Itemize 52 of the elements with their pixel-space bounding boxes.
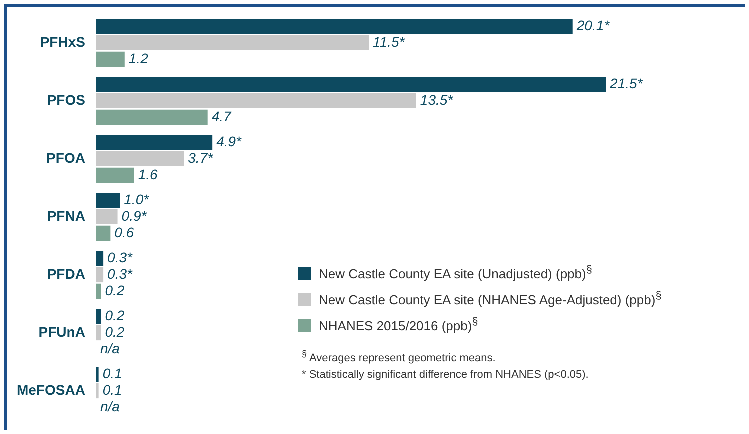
annotation: $^{§}$ Averages represent geometric means.: [302, 348, 497, 367]
bar: [96, 267, 104, 283]
data-label: 0.2: [105, 282, 125, 298]
bar: [96, 251, 104, 266]
data-label: 0.3*: [108, 249, 134, 266]
data-label: 20.1*: [576, 17, 610, 34]
bar: [96, 209, 118, 225]
data-label: 4.9*: [216, 133, 242, 150]
data-label: 0.2: [105, 307, 125, 324]
legend-label: New Castle County EA site (NHANES Age-Adjusted) (ppb)$^{§}$: [319, 290, 662, 308]
text: n/a: [100, 398, 120, 414]
data-label: 13.5*: [420, 92, 454, 108]
bar: [96, 77, 606, 92]
y-tick-label: PFHxS: [40, 34, 86, 50]
data-label: 1.2: [128, 50, 149, 66]
data-label: 0.3*: [108, 266, 134, 282]
data-label: 3.7*: [188, 150, 214, 166]
legend-label: NHANES 2015/2016 (ppb)$^{§}$: [319, 316, 478, 334]
y-tick-label: PFOA: [46, 150, 86, 166]
bar: [96, 383, 99, 399]
bar: [96, 110, 208, 125]
bar: [96, 93, 416, 109]
data-label: 0.2: [105, 324, 125, 340]
bar: [96, 367, 99, 382]
data-label: 1.0*: [124, 191, 150, 208]
bar: [96, 52, 125, 67]
bar: [96, 135, 213, 150]
data-label: 4.7: [212, 108, 233, 124]
data-label: 0.6: [114, 224, 134, 240]
y-tick-label: PFOS: [47, 92, 86, 108]
y-tick-label: PFDA: [47, 266, 86, 282]
y-tick-label: PFNA: [47, 208, 86, 224]
text: n/a: [100, 340, 120, 356]
bar: [96, 168, 134, 183]
legend-label: New Castle County EA site (Unadjusted) (ppb)$^{§}$: [319, 264, 592, 282]
bar: [96, 35, 370, 51]
bar: [96, 226, 111, 241]
bar: [96, 284, 102, 299]
bar: [96, 193, 120, 208]
data-label: 1.6: [138, 166, 158, 182]
y-tick-label: MeFOSAA: [16, 382, 86, 398]
bar: [96, 151, 184, 167]
data-label: 0.1: [102, 365, 122, 382]
y-tick-label: PFUnA: [38, 324, 86, 340]
annotation: * Statistically significant difference from NHANES (p<0.05).: [302, 368, 589, 383]
bar: [96, 19, 573, 34]
bar: [96, 325, 102, 341]
data-label: 0.9*: [122, 208, 148, 224]
bar: [96, 309, 102, 324]
data-label: 11.5*: [373, 34, 406, 50]
data-label: 0.1: [102, 382, 122, 398]
data-label: 21.5*: [609, 75, 644, 92]
